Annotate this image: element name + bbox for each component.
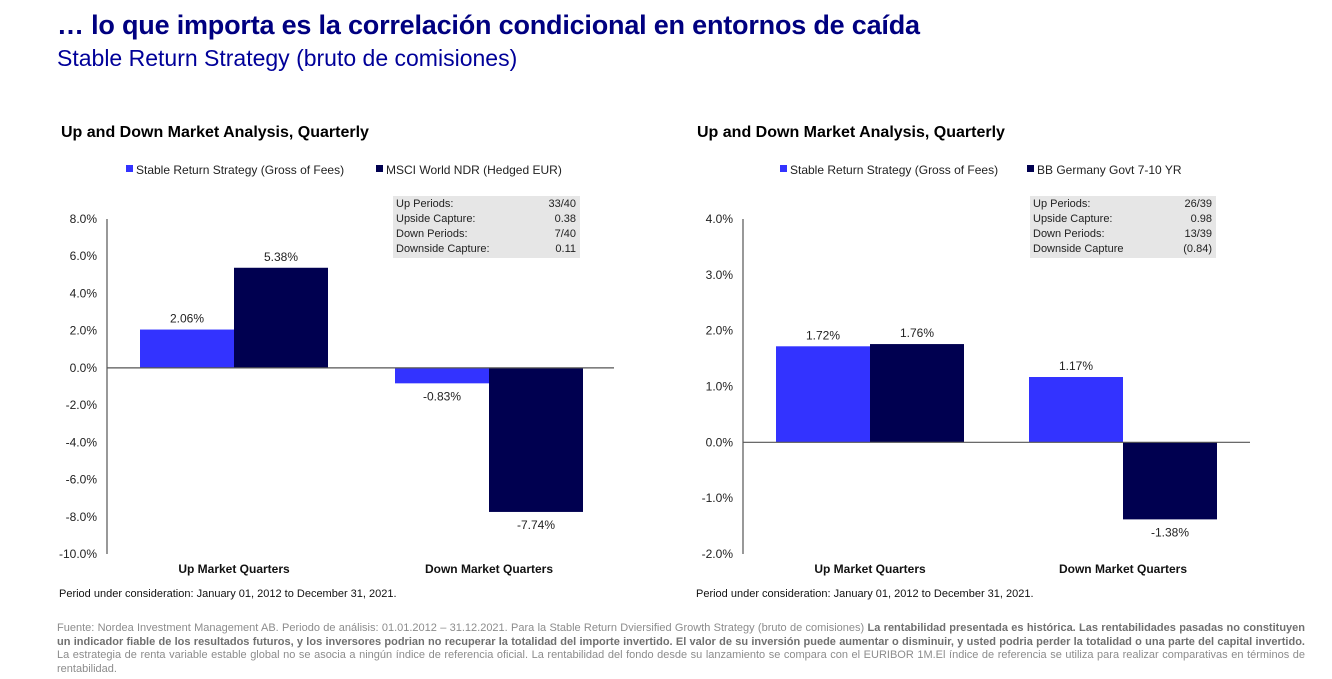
bar-strategy: [1029, 377, 1123, 443]
stat-label: Downside Capture:: [396, 243, 490, 255]
y-tick-label: -6.0%: [66, 473, 98, 487]
bar-benchmark: [870, 344, 964, 443]
stat-value: (0.84): [1183, 243, 1212, 255]
category-label: Down Market Quarters: [1059, 562, 1187, 576]
stat-value: 0.38: [555, 213, 576, 225]
y-tick-label: -4.0%: [66, 435, 98, 449]
legend-swatch-benchmark: [1027, 165, 1034, 172]
y-tick-label: -10.0%: [59, 547, 97, 561]
chart-title: Up and Down Market Analysis, Quarterly: [61, 124, 369, 141]
chart-title: Up and Down Market Analysis, Quarterly: [697, 124, 1005, 141]
category-label: Up Market Quarters: [178, 562, 290, 576]
stats-box: [393, 196, 580, 258]
data-label: -0.83%: [423, 389, 461, 403]
stat-label: Up Periods:: [1033, 198, 1090, 210]
y-tick-label: 0.0%: [706, 435, 734, 449]
legend-label: MSCI World NDR (Hedged EUR): [386, 163, 562, 177]
stat-label: Down Periods:: [1033, 228, 1105, 240]
stat-label: Down Periods:: [396, 228, 468, 240]
legend-swatch-strategy: [780, 165, 787, 172]
bar-benchmark: [1123, 442, 1217, 520]
bar-strategy: [140, 329, 234, 368]
category-label: Down Market Quarters: [425, 562, 553, 576]
stat-label: Up Periods:: [396, 198, 453, 210]
y-tick-label: 8.0%: [70, 212, 98, 226]
y-tick-label: 1.0%: [706, 380, 734, 394]
y-tick-label: 3.0%: [706, 268, 734, 282]
stat-value: 0.11: [555, 243, 576, 255]
stat-value: 7/40: [555, 228, 576, 240]
charts-canvas: Up and Down Market Analysis, Quarterly St…: [59, 124, 1250, 600]
period-note: Period under consideration: January 01, …: [696, 588, 1034, 600]
legend-label: Stable Return Strategy (Gross of Fees): [136, 163, 344, 177]
stat-value: 0.98: [1191, 213, 1212, 225]
data-label: -1.38%: [1151, 525, 1189, 539]
footer-source: Fuente: Nordea Investment Management AB.…: [57, 622, 868, 634]
bar-benchmark: [489, 367, 583, 512]
data-label: 1.72%: [806, 328, 840, 342]
data-label: -7.74%: [517, 518, 555, 532]
y-tick-label: 4.0%: [70, 286, 98, 300]
y-tick-label: -2.0%: [66, 398, 98, 412]
y-tick-label: -1.0%: [702, 491, 734, 505]
footer-warning: La rentabilidad presentada es histórica.…: [57, 622, 1305, 648]
y-tick-label: 2.0%: [706, 324, 734, 338]
footer-disclaimer: Fuente: Nordea Investment Management AB.…: [57, 622, 1305, 676]
stat-value: 13/39: [1184, 228, 1212, 240]
y-tick-label: 4.0%: [706, 212, 734, 226]
stat-value: 33/40: [548, 198, 576, 210]
y-tick-label: 6.0%: [70, 249, 98, 263]
stat-value: 26/39: [1184, 198, 1212, 210]
legend-swatch-benchmark: [376, 165, 383, 172]
data-label: 2.06%: [170, 312, 204, 326]
bar-strategy: [395, 367, 489, 384]
data-label: 5.38%: [264, 250, 298, 264]
y-tick-label: 0.0%: [70, 361, 98, 375]
stats-box: [1030, 196, 1216, 258]
data-label: 1.17%: [1059, 359, 1093, 373]
y-tick-label: -8.0%: [66, 510, 98, 524]
legend-swatch-strategy: [126, 165, 133, 172]
y-tick-label: 2.0%: [70, 324, 98, 338]
legend-label: BB Germany Govt 7-10 YR: [1037, 163, 1182, 177]
page-subtitle: Stable Return Strategy (bruto de comisio…: [57, 45, 518, 71]
bar-benchmark: [234, 267, 328, 368]
y-tick-label: -2.0%: [702, 547, 734, 561]
bar-strategy: [776, 346, 870, 443]
data-label: 1.76%: [900, 326, 934, 340]
legend-label: Stable Return Strategy (Gross of Fees): [790, 163, 998, 177]
stat-label: Upside Capture:: [1033, 213, 1113, 225]
stat-label: Downside Capture: [1033, 243, 1124, 255]
category-label: Up Market Quarters: [814, 562, 926, 576]
stat-label: Upside Capture:: [396, 213, 476, 225]
period-note: Period under consideration: January 01, …: [59, 588, 397, 600]
footer-benchmark-note: La estrategia de renta variable estable …: [57, 649, 1305, 675]
page-title: … lo que importa es la correlación condi…: [57, 10, 920, 40]
